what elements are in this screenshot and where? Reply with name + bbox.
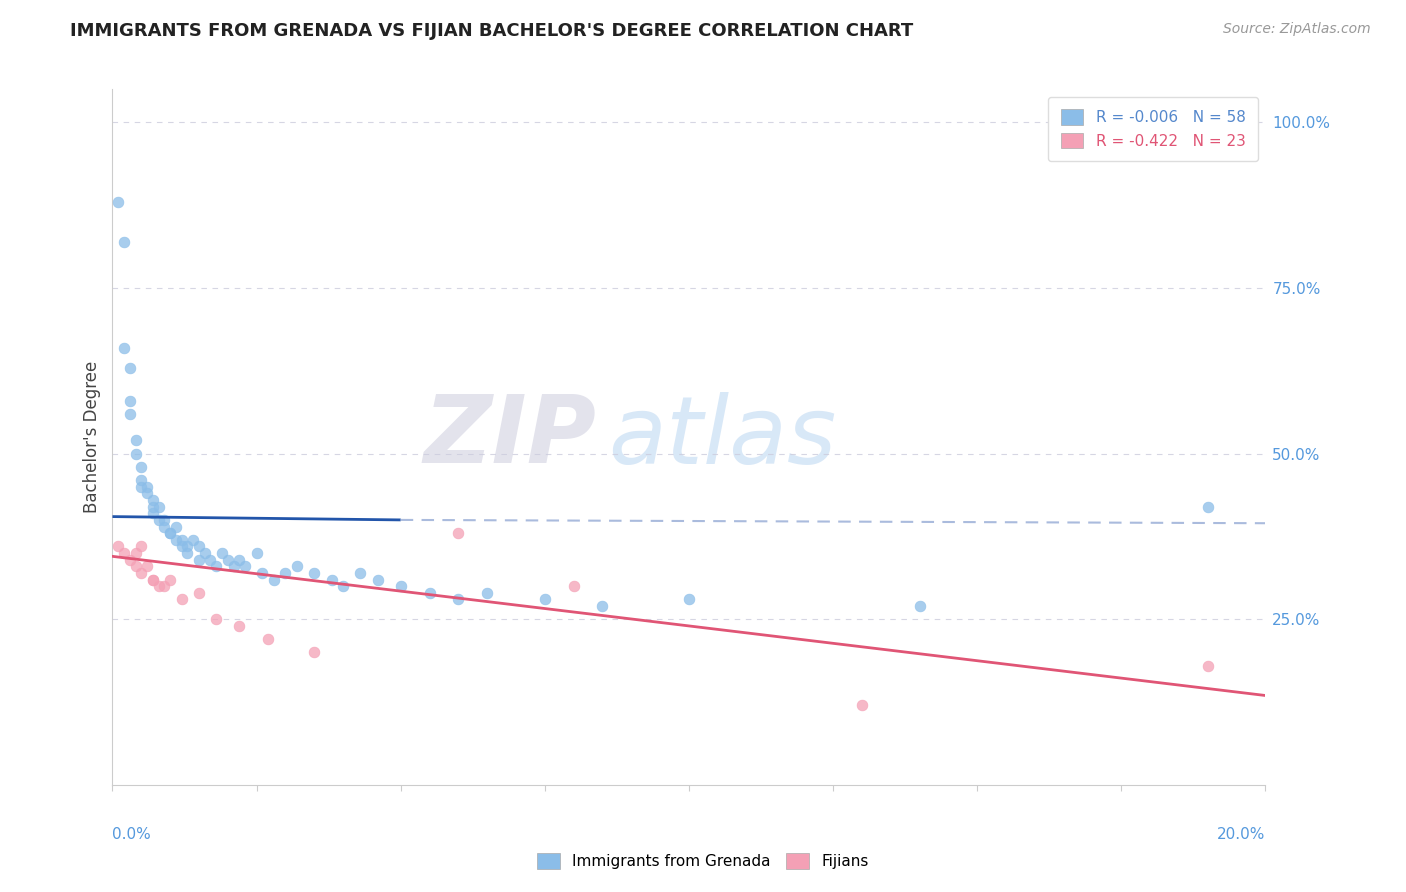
Point bbox=[447, 526, 470, 541]
Point bbox=[252, 566, 274, 580]
Text: IMMIGRANTS FROM GRENADA VS FIJIAN BACHELOR'S DEGREE CORRELATION CHART: IMMIGRANTS FROM GRENADA VS FIJIAN BACHEL… bbox=[70, 22, 914, 40]
Point bbox=[181, 533, 204, 547]
Point bbox=[129, 473, 153, 487]
Point bbox=[107, 194, 129, 209]
Point bbox=[142, 573, 165, 587]
Legend: Immigrants from Grenada, Fijians: Immigrants from Grenada, Fijians bbox=[531, 847, 875, 875]
Point bbox=[136, 559, 159, 574]
Point bbox=[112, 341, 135, 355]
Point bbox=[112, 235, 135, 249]
Point bbox=[222, 559, 245, 574]
Point bbox=[118, 360, 141, 375]
Point bbox=[176, 546, 198, 560]
Point bbox=[159, 573, 181, 587]
Point bbox=[245, 546, 267, 560]
Point bbox=[153, 519, 176, 533]
Point bbox=[211, 546, 233, 560]
Point bbox=[257, 632, 280, 647]
Point bbox=[304, 645, 326, 659]
Point bbox=[217, 552, 239, 566]
Point bbox=[367, 573, 389, 587]
Point bbox=[118, 393, 141, 408]
Point bbox=[129, 480, 153, 494]
Point bbox=[188, 586, 211, 600]
Point bbox=[165, 519, 187, 533]
Point bbox=[148, 579, 170, 593]
Point bbox=[118, 407, 141, 421]
Point bbox=[129, 566, 153, 580]
Point bbox=[228, 619, 250, 633]
Point bbox=[176, 540, 198, 554]
Point bbox=[165, 533, 187, 547]
Point bbox=[170, 540, 193, 554]
Point bbox=[129, 540, 153, 554]
Point bbox=[124, 447, 146, 461]
Point bbox=[1197, 658, 1219, 673]
Point bbox=[129, 459, 153, 474]
Point bbox=[389, 579, 412, 593]
Point bbox=[159, 526, 181, 541]
Point bbox=[159, 526, 181, 541]
Point bbox=[908, 599, 931, 613]
Text: ZIP: ZIP bbox=[423, 391, 596, 483]
Point bbox=[153, 579, 176, 593]
Point bbox=[188, 552, 211, 566]
Point bbox=[118, 552, 141, 566]
Point bbox=[285, 559, 308, 574]
Point bbox=[304, 566, 326, 580]
Point bbox=[153, 513, 176, 527]
Point bbox=[332, 579, 354, 593]
Point bbox=[274, 566, 297, 580]
Point bbox=[170, 533, 193, 547]
Point bbox=[1197, 500, 1219, 514]
Point bbox=[851, 698, 873, 713]
Point bbox=[142, 493, 165, 508]
Text: 20.0%: 20.0% bbox=[1218, 827, 1265, 841]
Point bbox=[475, 586, 498, 600]
Point bbox=[142, 506, 165, 520]
Point bbox=[148, 513, 170, 527]
Point bbox=[233, 559, 256, 574]
Point bbox=[142, 500, 165, 514]
Point bbox=[205, 612, 228, 626]
Point bbox=[136, 480, 159, 494]
Point bbox=[228, 552, 250, 566]
Point bbox=[142, 573, 165, 587]
Point bbox=[263, 573, 285, 587]
Point bbox=[148, 500, 170, 514]
Point bbox=[124, 546, 146, 560]
Point bbox=[112, 546, 135, 560]
Point bbox=[170, 592, 193, 607]
Point bbox=[349, 566, 371, 580]
Text: 0.0%: 0.0% bbox=[112, 827, 152, 841]
Point bbox=[136, 486, 159, 500]
Point bbox=[447, 592, 470, 607]
Text: atlas: atlas bbox=[609, 392, 837, 483]
Point bbox=[124, 434, 146, 448]
Point bbox=[678, 592, 700, 607]
Point bbox=[533, 592, 555, 607]
Point bbox=[205, 559, 228, 574]
Point bbox=[124, 559, 146, 574]
Point bbox=[188, 540, 211, 554]
Legend: R = -0.006   N = 58, R = -0.422   N = 23: R = -0.006 N = 58, R = -0.422 N = 23 bbox=[1049, 97, 1258, 161]
Point bbox=[562, 579, 585, 593]
Point bbox=[194, 546, 217, 560]
Point bbox=[107, 540, 129, 554]
Point bbox=[592, 599, 614, 613]
Text: Source: ZipAtlas.com: Source: ZipAtlas.com bbox=[1223, 22, 1371, 37]
Y-axis label: Bachelor's Degree: Bachelor's Degree bbox=[83, 361, 101, 513]
Point bbox=[200, 552, 222, 566]
Point bbox=[321, 573, 343, 587]
Point bbox=[419, 586, 441, 600]
